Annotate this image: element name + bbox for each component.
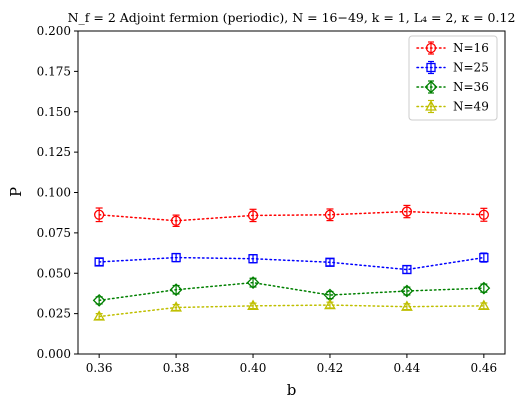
x-tick-label: 0.36 (86, 361, 113, 375)
legend-entry: N=25 (416, 61, 489, 75)
legend-label: N=16 (453, 41, 489, 55)
square-marker (426, 62, 436, 73)
square-marker (325, 257, 335, 267)
diamond-marker (169, 283, 183, 297)
y-tick-label: 0.050 (37, 266, 71, 280)
square-marker (171, 252, 181, 263)
legend-entry: N=16 (416, 41, 489, 55)
circle-marker (478, 209, 489, 220)
y-tick-label: 0.150 (37, 105, 71, 119)
circle-marker (425, 42, 437, 54)
diamond-marker (477, 281, 491, 295)
triangle-marker (425, 100, 437, 111)
x-tick-label: 0.44 (394, 361, 421, 375)
square-marker (248, 254, 258, 264)
legend: N=16 N=25 N=36 N=49 (408, 35, 498, 121)
legend-entry: N=36 (416, 80, 489, 94)
plot-area (92, 204, 491, 321)
x-tick-label: 0.40 (240, 361, 267, 375)
legend-box (408, 35, 498, 121)
circle-marker (170, 215, 182, 226)
y-tick-label: 0.075 (37, 226, 71, 240)
circle-marker (94, 209, 105, 220)
series-line (98, 304, 485, 318)
triangle-marker (477, 299, 490, 311)
diamond-marker (246, 276, 260, 290)
diamond-marker (400, 284, 414, 298)
triangle-marker (170, 301, 183, 312)
axes: 0.36 0.38 0.40 0.42 0.44 0.46 0.000 0.025 0.050 0… (37, 24, 506, 375)
triangle-marker (400, 300, 413, 311)
y-tick-label: 0.100 (37, 186, 71, 200)
triangle-marker (324, 298, 336, 310)
triangle-marker (93, 310, 106, 321)
y-tick-label: 0.125 (37, 145, 71, 159)
square-marker (94, 257, 104, 267)
chart-title-text: N_f = 2 Adjoint fermion (periodic), N = … (68, 10, 516, 25)
legend-label: N=36 (453, 80, 489, 94)
y-tick-label: 0.025 (37, 307, 71, 321)
series-line (98, 210, 485, 222)
circle-marker (401, 206, 413, 217)
circle-marker (247, 210, 259, 221)
series-line (98, 281, 485, 302)
series-n25 (94, 252, 489, 275)
series-n49 (93, 298, 490, 321)
y-tick-label: 0.000 (37, 347, 71, 361)
x-tick-label: 0.42 (317, 361, 344, 375)
chart-title: N_f = 2 Adjoint fermion (periodic), N = … (68, 10, 516, 25)
series-line (98, 256, 485, 271)
x-axis-label: b (287, 381, 297, 399)
diamond-marker (92, 293, 106, 307)
y-tick-label: 0.200 (37, 24, 71, 38)
square-marker (479, 252, 489, 263)
square-marker (402, 264, 412, 275)
diamond-marker (424, 80, 438, 94)
triangle-marker (247, 299, 259, 311)
series-n16 (94, 204, 489, 228)
y-axis-label: P (7, 187, 25, 197)
legend-label: N=25 (453, 61, 489, 75)
x-tick-label: 0.46 (470, 361, 497, 375)
circle-marker (324, 209, 336, 220)
series-n36 (92, 276, 491, 307)
legend-entry: N=49 (416, 100, 489, 114)
legend-label: N=49 (453, 100, 489, 114)
x-tick-label: 0.38 (163, 361, 190, 375)
y-tick-label: 0.175 (37, 64, 71, 78)
